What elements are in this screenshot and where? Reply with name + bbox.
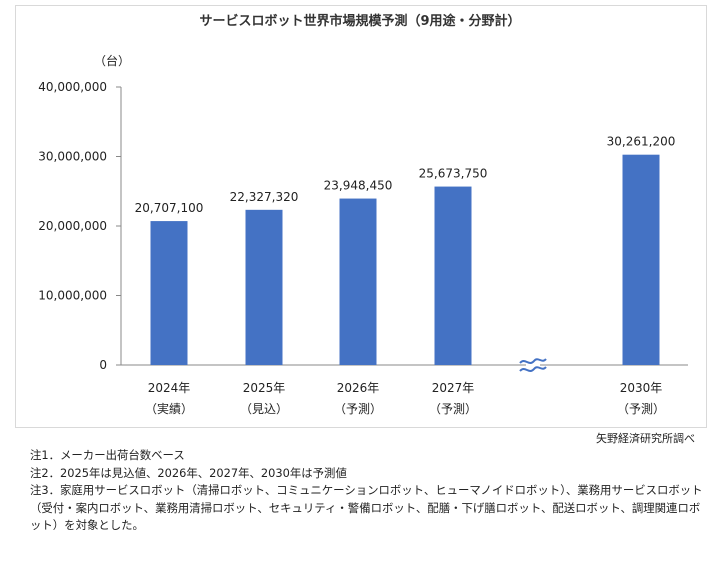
x-tick-label-year: 2024年 xyxy=(148,381,191,395)
bar-value-label: 20,707,100 xyxy=(135,201,204,215)
bar xyxy=(622,154,660,365)
x-tick-label-year: 2026年 xyxy=(337,381,380,395)
note-3: 注3．家庭用サービスロボット（清掃ロボット、コミュニケーションロボット、ヒューマ… xyxy=(30,483,703,532)
bar-value-label: 25,673,750 xyxy=(419,167,488,181)
x-tick-label-status: （予測） xyxy=(617,402,665,416)
x-tick-label-status: （見込） xyxy=(240,402,288,416)
y-tick-label: 40,000,000 xyxy=(38,80,107,94)
bar-chart: （台） 0 10,000,000 20,000,000 30,000,000 40,00… xyxy=(38,53,688,416)
x-tick-label-year: 2030年 xyxy=(620,381,663,395)
notes: 注1．メーカー出荷台数ベース 注2．2025年は見込値、2026年、2027年、… xyxy=(30,447,710,535)
x-tick-label-status: （予測） xyxy=(429,402,477,416)
y-tick-label: 0 xyxy=(99,358,107,372)
bar xyxy=(245,209,283,365)
x-tick-label-year: 2025年 xyxy=(243,381,286,395)
x-tick-label-status: （実績） xyxy=(145,401,193,416)
bar-value-label: 22,327,320 xyxy=(230,190,299,204)
bar-value-label: 23,948,450 xyxy=(324,179,393,193)
chart-frame xyxy=(15,5,707,428)
x-tick-label-year: 2027年 xyxy=(432,381,475,395)
chart-title: サービスロボット世界市場規模予測（9用途・分野計） xyxy=(199,14,521,29)
bar-value-label: 30,261,200 xyxy=(607,135,676,149)
bar xyxy=(434,186,472,365)
x-tick-label-status: （予測） xyxy=(334,402,382,416)
bar xyxy=(339,198,377,365)
y-tick-label: 30,000,000 xyxy=(38,150,107,164)
source-credit: 矢野経済研究所調べ xyxy=(596,432,695,445)
bar xyxy=(150,221,188,365)
note-1: 注1．メーカー出荷台数ベース xyxy=(30,448,185,462)
note-2: 注2．2025年は見込値、2026年、2027年、2030年は予測値 xyxy=(30,465,347,480)
y-axis-unit-label: （台） xyxy=(94,53,130,68)
y-tick-label: 20,000,000 xyxy=(38,219,107,233)
axis-break-icon xyxy=(519,355,547,375)
y-tick-label: 10,000,000 xyxy=(38,289,107,303)
